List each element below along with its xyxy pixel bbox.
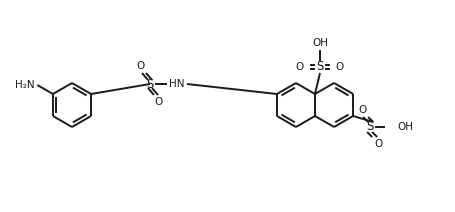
Text: S: S xyxy=(366,120,373,134)
Text: O: O xyxy=(373,139,381,149)
Text: HN: HN xyxy=(169,79,184,89)
Text: OH: OH xyxy=(311,38,327,48)
Text: O: O xyxy=(335,62,344,72)
Text: O: O xyxy=(295,62,303,72)
Text: S: S xyxy=(146,78,153,91)
Text: S: S xyxy=(316,60,323,74)
Text: O: O xyxy=(136,61,145,71)
Text: H₂N: H₂N xyxy=(15,80,34,90)
Text: O: O xyxy=(155,97,163,107)
Text: O: O xyxy=(357,105,365,115)
Text: OH: OH xyxy=(396,122,412,132)
